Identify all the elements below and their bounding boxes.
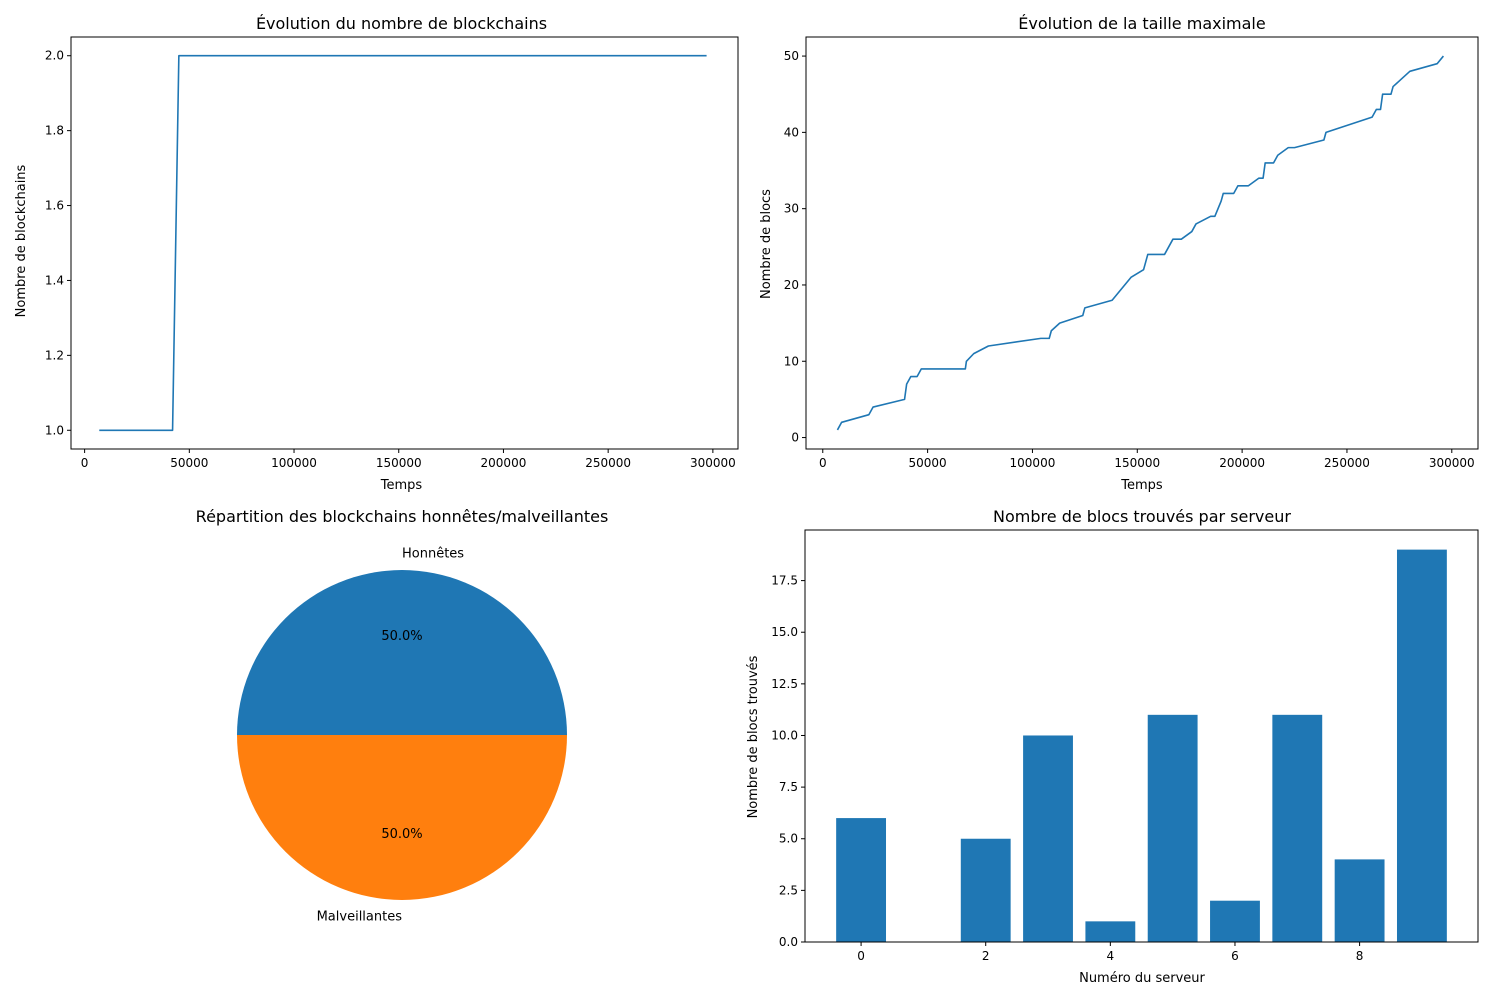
chart-max-size: Évolution de la taille maximale Temps No… (759, 14, 1479, 493)
x-tick-label: 200000 (481, 456, 527, 470)
x-tick-label: 4 (1107, 949, 1115, 963)
pie-percent-label: 50.0% (381, 629, 422, 644)
x-tick-label: 100000 (271, 456, 317, 470)
pie-slice (237, 570, 567, 735)
chart-title: Évolution du nombre de blockchains (256, 14, 547, 33)
y-tick-label: 1.8 (45, 124, 64, 138)
bar (1023, 735, 1073, 942)
x-tick-label: 150000 (376, 456, 422, 470)
pie-slice (237, 735, 567, 900)
bar (1210, 900, 1260, 942)
x-tick-label: 0 (81, 456, 89, 470)
x-tick-label: 50000 (909, 456, 947, 470)
x-tick-label: 100000 (1010, 456, 1056, 470)
y-tick-label: 40 (784, 125, 799, 139)
bar (1396, 549, 1447, 942)
y-axis-label: Nombre de blocs (759, 189, 774, 299)
x-tick-label: 0 (857, 949, 865, 963)
bar (1085, 921, 1136, 942)
y-tick-label: 0 (791, 431, 799, 445)
bar (1272, 714, 1323, 942)
x-tick-label: 250000 (1324, 456, 1370, 470)
bar (836, 818, 887, 942)
x-tick-label: 300000 (690, 456, 736, 470)
x-tick-label: 300000 (1429, 456, 1475, 470)
y-tick-label: 12.5 (771, 677, 798, 691)
y-tick-label: 1.0 (45, 423, 64, 437)
x-tick-label: 6 (1231, 949, 1239, 963)
y-tick-label: 7.5 (779, 780, 798, 794)
y-tick-label: 1.2 (45, 348, 64, 362)
chart-title: Évolution de la taille maximale (1018, 14, 1265, 33)
series-line (99, 54, 707, 432)
pie-label: Malveillantes (317, 910, 403, 925)
bar (1334, 859, 1385, 942)
series-line (836, 55, 1445, 431)
y-tick-label: 30 (784, 202, 799, 216)
x-tick-label: 150000 (1114, 456, 1160, 470)
x-tick-label: 250000 (585, 456, 631, 470)
chart-blockchain-count: Évolution du nombre de blockchains Temps… (14, 14, 739, 493)
chart-title: Nombre de blocs trouvés par serveur (993, 507, 1291, 526)
chart-title: Répartition des blockchains honnêtes/mal… (196, 507, 609, 526)
x-axis-label: Temps (1120, 478, 1163, 493)
y-axis-label: Nombre de blockchains (14, 164, 29, 317)
x-tick-label: 2 (982, 949, 990, 963)
y-tick-label: 15.0 (771, 625, 798, 639)
x-tick-label: 200000 (1219, 456, 1265, 470)
x-tick-label: 0 (819, 456, 827, 470)
x-axis-label: Temps (380, 478, 423, 493)
bar (1147, 714, 1198, 942)
x-tick-label: 50000 (170, 456, 208, 470)
bar (960, 838, 1011, 942)
y-tick-label: 10.0 (771, 728, 798, 742)
x-axis-label: Numéro du serveur (1079, 971, 1205, 986)
y-tick-label: 17.5 (771, 574, 798, 588)
y-tick-label: 0.0 (779, 935, 798, 949)
axes-frame (804, 529, 1479, 943)
x-tick-label: 8 (1356, 949, 1364, 963)
chart-honest-malicious-pie: Répartition des blockchains honnêtes/mal… (196, 507, 609, 925)
y-tick-label: 5.0 (779, 832, 798, 846)
chart-blocks-per-server: Nombre de blocs trouvés par serveur Numé… (746, 507, 1479, 986)
pie-percent-label: 50.0% (381, 827, 422, 842)
y-tick-label: 2.0 (45, 49, 64, 63)
pie-label: Honnêtes (402, 547, 464, 562)
y-tick-label: 50 (784, 49, 799, 63)
axes-frame (70, 36, 739, 450)
y-tick-label: 1.4 (45, 273, 64, 287)
y-tick-label: 1.6 (45, 199, 64, 213)
axes-frame (805, 36, 1479, 450)
y-axis-label: Nombre de blocs trouvés (746, 655, 761, 818)
y-tick-label: 10 (784, 354, 799, 368)
y-tick-label: 2.5 (779, 883, 798, 897)
y-tick-label: 20 (784, 278, 799, 292)
